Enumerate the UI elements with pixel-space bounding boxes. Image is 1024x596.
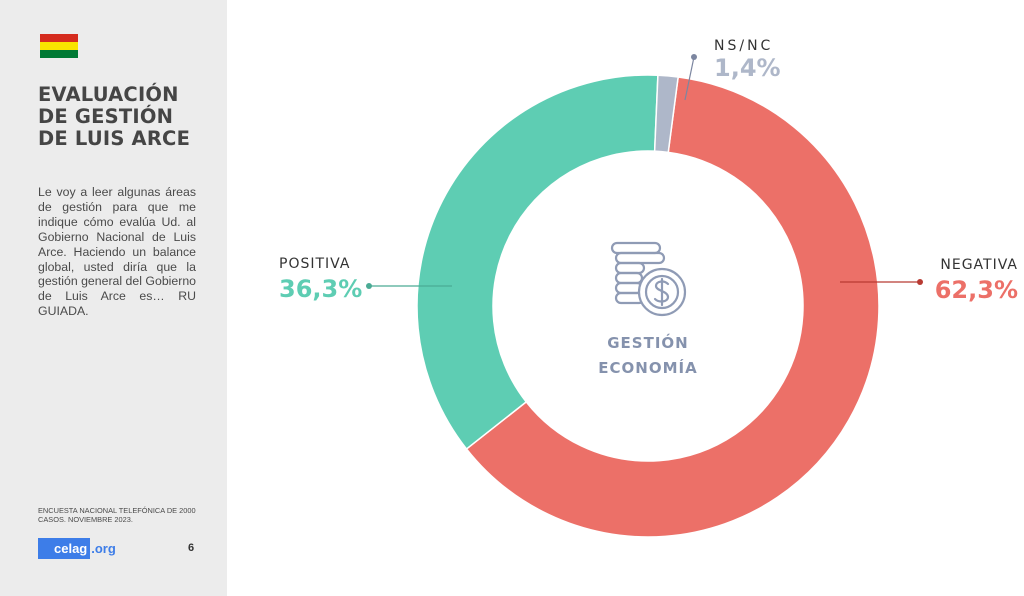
flag-band-red (40, 34, 78, 42)
slice-value-positiva: 36,3% (279, 275, 362, 303)
slice-positiva (416, 74, 659, 450)
flag-band-yellow (40, 42, 78, 50)
leader-line-nsnc (684, 56, 695, 101)
coins-dollar-icon (610, 241, 687, 317)
center-label-line: GESTIÓN (607, 333, 688, 352)
flag-band-green (40, 50, 78, 58)
slice-label-positiva: POSITIVA (279, 256, 350, 272)
slice-value-negativa: 62,3% (935, 276, 1018, 304)
leader-dot-negativa (917, 279, 923, 285)
page-title-line: EVALUACIÓN (38, 83, 179, 106)
page-title: EVALUACIÓN DE GESTIÓN DE LUIS ARCE (38, 84, 218, 150)
slice-nsnc (653, 74, 679, 154)
logo-main: celag (38, 538, 91, 559)
page-title-line: DE LUIS ARCE (38, 127, 191, 150)
sidebar: EVALUACIÓN DE GESTIÓN DE LUIS ARCE Le vo… (0, 0, 227, 596)
center-label-line: ECONOMÍA (598, 358, 697, 377)
leader-dot-positiva (366, 283, 372, 289)
slice-value-nsnc: 1,4% (714, 54, 781, 82)
source-note: ENCUESTA NACIONAL TELEFÓNICA DE 2000 CAS… (38, 506, 196, 524)
celag-logo: celag .org (38, 538, 116, 559)
slice-label-negativa: NEGATIVA (940, 257, 1018, 273)
slice-negativa (465, 76, 880, 538)
leader-dot-nsnc (691, 54, 697, 60)
question-text: Le voy a leer algunas áreas de gestión p… (38, 185, 196, 319)
page-number: 6 (188, 542, 195, 554)
slice-label-nsnc: NS/NC (714, 38, 773, 54)
page-title-line: DE GESTIÓN (38, 105, 174, 128)
logo-tail: .org (91, 541, 116, 556)
bolivia-flag-icon (40, 34, 78, 58)
